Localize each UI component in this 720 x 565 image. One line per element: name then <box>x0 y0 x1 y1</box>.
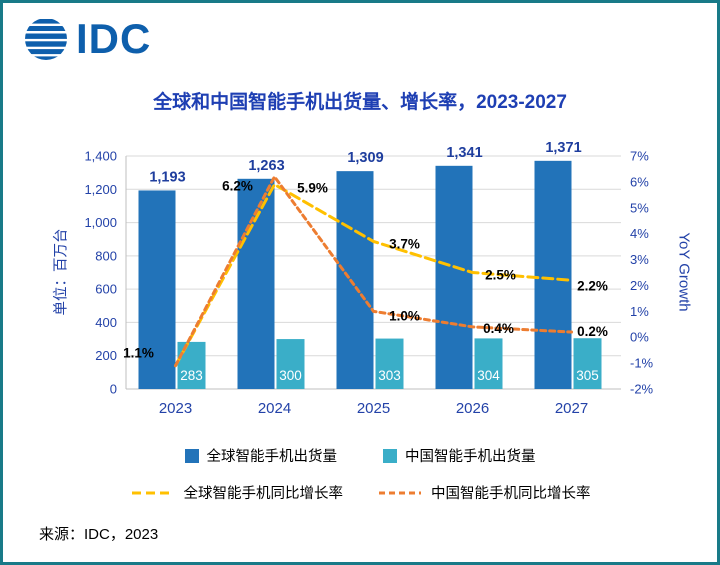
bar-inner-label: 303 <box>378 368 401 383</box>
pct-label: 1.0% <box>389 308 420 323</box>
combo-chart: 1,400 1,200 1,000 800 600 400 200 0 7% 6% 5% 4% 3% 2%… <box>84 140 654 417</box>
legend-label-china-growth: 中国智能手机同比增长率 <box>431 486 591 502</box>
pct-label: 1.1% <box>123 346 154 361</box>
legend-row-bars: 全球智能手机出货量 中国智能手机出货量 <box>184 445 536 466</box>
left-axis-tick: 400 <box>95 315 117 330</box>
pct-label: 0.2% <box>577 324 608 339</box>
pct-label: 6.2% <box>222 179 253 194</box>
bar-value-label: 1,309 <box>347 150 383 166</box>
globe-stripe <box>25 33 67 39</box>
x-axis-label: 2024 <box>258 400 291 417</box>
legend-swatch-global-shipments-icon <box>184 448 199 463</box>
right-axis-tick: 4% <box>630 226 649 241</box>
bar-china <box>474 338 503 389</box>
bar-value-label: 1,263 <box>248 158 284 174</box>
bar-china <box>177 341 206 389</box>
bar-inner-label: 304 <box>477 368 500 383</box>
growth-line-china <box>174 173 573 368</box>
globe-stripe <box>25 41 67 47</box>
bar-global <box>138 190 176 389</box>
swatch-rect <box>184 448 199 463</box>
bar-value-label: 1,341 <box>446 145 482 161</box>
left-axis-tick: 200 <box>95 348 117 363</box>
right-axis-tick: 7% <box>630 149 649 164</box>
right-axis-tick: 6% <box>630 174 649 189</box>
bar-china <box>276 339 305 389</box>
pct-label: 0.4% <box>483 321 514 336</box>
left-axis-tick: 0 <box>110 382 117 397</box>
bar-inner-label: 283 <box>180 368 203 383</box>
x-axis-label: 2027 <box>555 400 588 417</box>
idc-logo-text: IDC <box>76 15 152 62</box>
legend-item-china-shipments: 中国智能手机出货量 <box>383 445 536 466</box>
bar-global <box>336 171 374 389</box>
pct-label: 2.5% <box>485 268 516 283</box>
bar-inner-label: 305 <box>576 368 599 383</box>
x-axis-label: 2023 <box>159 400 192 417</box>
bar-inner-label: 300 <box>279 368 302 383</box>
right-axis-tick: 3% <box>630 252 649 267</box>
legend-row-lines: 全球智能手机同比增长率 中国智能手机同比增长率 <box>130 482 591 503</box>
left-axis-tick: 800 <box>95 248 117 263</box>
globe-stripe <box>25 19 67 24</box>
source-text: 来源：IDC，2023 <box>39 526 159 543</box>
pct-label: 3.7% <box>389 236 420 251</box>
pct-label: 5.9% <box>297 180 328 195</box>
idc-logo: IDC <box>23 16 151 62</box>
globe-stripe <box>25 56 67 60</box>
globe-stripe <box>25 49 67 55</box>
idc-globe-icon <box>25 19 67 60</box>
right-axis-tick: 0% <box>630 330 649 345</box>
left-axis-tick: 1,000 <box>84 215 117 230</box>
left-axis-tick: 1,400 <box>84 149 117 164</box>
legend-item-global-shipments: 全球智能手机出货量 <box>184 445 338 466</box>
left-axis-tick: 600 <box>95 282 117 297</box>
right-axis-tick: -1% <box>630 356 654 371</box>
legend-item-global-growth: 全球智能手机同比增长率 <box>130 482 344 503</box>
globe-stripe <box>25 26 67 31</box>
bar-global <box>435 165 473 389</box>
x-axis-label: 2025 <box>357 400 390 417</box>
right-axis-tick: 1% <box>630 304 649 319</box>
bar-value-label: 1,193 <box>149 169 185 185</box>
bar-china <box>375 338 404 389</box>
swatch-rect <box>383 448 397 463</box>
right-axis-tick: -2% <box>630 382 654 397</box>
left-axis-tick: 1,200 <box>84 182 117 197</box>
legend-dash-china-growth-icon <box>379 491 421 494</box>
bar-value-label: 1,371 <box>545 140 581 156</box>
legend-swatch-china-shipments-icon <box>383 448 397 463</box>
legend: 全球智能手机出货量 中国智能手机出货量 全球智能手机同比增长率 中国智能手 <box>3 445 717 503</box>
legend-item-china-growth: 中国智能手机同比增长率 <box>377 482 591 503</box>
growth-line-global <box>174 182 573 368</box>
legend-label-global-growth: 全球智能手机同比增长率 <box>183 486 344 502</box>
pct-label: 2.2% <box>577 278 608 293</box>
legend-label-china-shipments: 中国智能手机出货量 <box>405 449 536 465</box>
x-axis-label: 2026 <box>456 400 489 417</box>
legend-label-global-shipments: 全球智能手机出货量 <box>206 449 338 465</box>
right-axis-tick: 5% <box>630 200 649 215</box>
bar-global <box>534 160 572 389</box>
legend-dash-global-growth-icon <box>131 491 174 494</box>
bar-china <box>573 338 602 389</box>
chart-title: 全球和中国智能手机出货量、增长率，2023-2027 <box>153 92 567 113</box>
right-axis-tick: 2% <box>630 278 649 293</box>
